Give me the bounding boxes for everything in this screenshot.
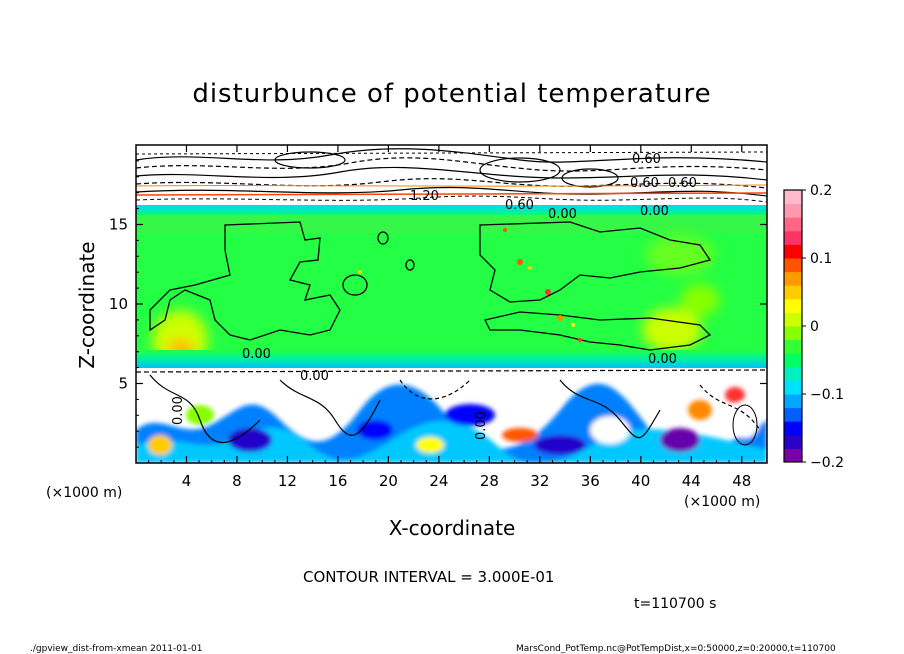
x-tick-label: 24 — [429, 472, 448, 490]
colorbar-segment — [784, 407, 802, 422]
x-tick-label: 44 — [682, 472, 701, 490]
x-tick-label: 36 — [581, 472, 600, 490]
colorbar-segment — [784, 394, 802, 409]
colorbar-segment — [784, 339, 802, 354]
footer-left: ./gpview_dist-from-xmean 2011-01-01 — [30, 644, 202, 654]
x-unit-left: (×1000 m) — [46, 485, 122, 501]
colorbar-segment — [784, 448, 802, 463]
colorbar — [783, 189, 803, 463]
colorbar-labels: 0.2 0.1 0 −0.1 −0.2 — [802, 183, 844, 471]
y-tick-label: 10 — [109, 295, 128, 313]
footer-right: MarsCond_PotTemp.nc@PotTempDist,x=0:5000… — [516, 644, 836, 654]
colorbar-segment — [784, 285, 802, 300]
contour-label: 0.60 — [632, 152, 661, 167]
x-axis: 4 8 12 16 20 24 28 32 36 40 44 48 — [148, 145, 755, 490]
colorbar-segment — [784, 353, 802, 368]
contour-label: 0.00 — [640, 204, 669, 219]
colorbar-tick-label: −0.2 — [810, 455, 844, 471]
plot-area: 0.60 0.60 0.60 0.00 1.20 0.60 0.00 0.00 … — [136, 145, 767, 463]
contour-label: 0.00 — [242, 347, 271, 362]
colorbar-segment — [784, 312, 802, 327]
contour-label: 0.60 — [505, 198, 534, 213]
x-tick-label: 32 — [530, 472, 549, 490]
colorbar-tick-label: −0.1 — [810, 387, 844, 403]
chart-title: disturbunce of potential temperature — [192, 79, 711, 109]
lower-turbulent-band — [136, 368, 767, 463]
colorbar-segment — [784, 258, 802, 273]
x-axis-label: X-coordinate — [389, 516, 516, 540]
y-tick-label: 5 — [118, 375, 128, 393]
colorbar-segment — [784, 326, 802, 341]
contour-label-group: 0.60 0.60 0.60 0.00 1.20 0.60 0.00 0.00 … — [171, 152, 697, 440]
x-tick-label: 40 — [631, 472, 650, 490]
colorbar-segment — [784, 298, 802, 313]
colorbar-segment — [784, 244, 802, 259]
y-tick-label: 15 — [109, 216, 128, 234]
colorbar-segment — [784, 230, 802, 245]
y-axis-label: Z-coordinate — [75, 241, 99, 368]
x-tick-label: 4 — [182, 472, 192, 490]
contour-label: 1.20 — [410, 189, 439, 204]
x-unit-right: (×1000 m) — [684, 494, 760, 510]
x-tick-label: 16 — [328, 472, 347, 490]
contour-interval: CONTOUR INTERVAL = 3.000E-01 — [303, 568, 554, 586]
colorbar-segment — [784, 434, 802, 449]
noise-specks — [358, 228, 582, 342]
contour-label: 0.00 — [474, 411, 489, 440]
x-tick-label: 20 — [379, 472, 398, 490]
colorbar-segment — [784, 217, 802, 232]
contour-label: 0.00 — [548, 207, 577, 222]
contour-label: 0.00 — [300, 369, 329, 384]
colorbar-tick-label: 0.2 — [810, 183, 832, 199]
colorbar-tick-label: 0 — [810, 319, 819, 335]
time-label: t=110700 s — [634, 596, 716, 612]
y-axis: 5 10 15 — [109, 160, 767, 448]
colorbar-tick-label: 0.1 — [810, 251, 832, 267]
upper-contour-band — [136, 145, 767, 210]
colorbar-segment — [784, 271, 802, 286]
contour-label: 0.60 — [668, 176, 697, 191]
colorbar-segment — [784, 203, 802, 218]
colorbar-segment — [784, 190, 802, 205]
contour-label: 0.00 — [648, 352, 677, 367]
x-tick-label: 28 — [480, 472, 499, 490]
colorbar-segment — [784, 380, 802, 395]
x-tick-label: 8 — [232, 472, 242, 490]
zero-contours — [149, 221, 712, 351]
contour-label: 0.00 — [171, 396, 186, 425]
x-tick-label: 48 — [732, 472, 751, 490]
x-tick-label: 12 — [278, 472, 297, 490]
contour-label: 0.60 — [630, 176, 659, 191]
colorbar-segment — [784, 366, 802, 381]
colorbar-segment — [784, 421, 802, 436]
